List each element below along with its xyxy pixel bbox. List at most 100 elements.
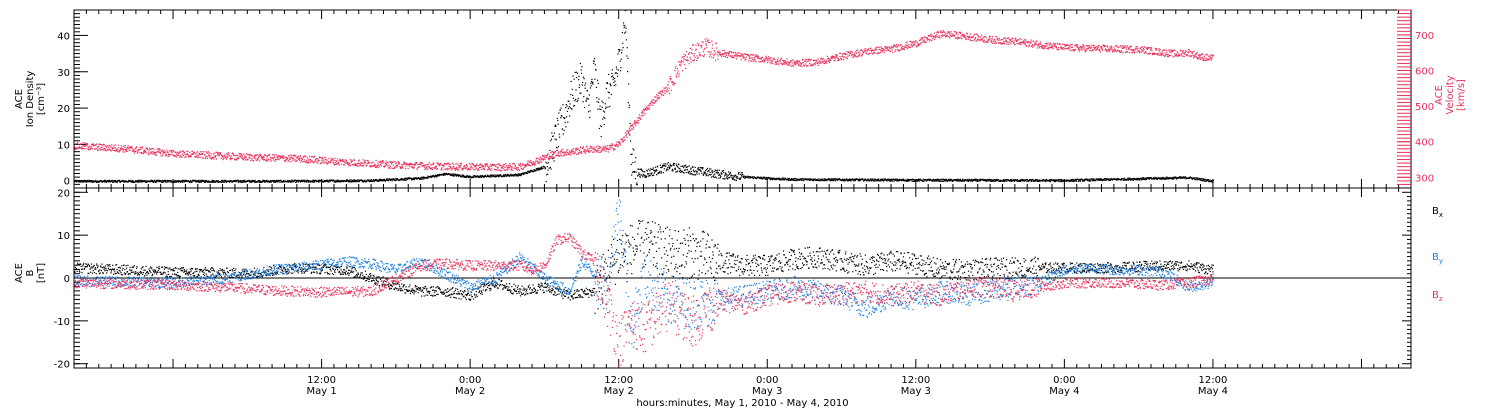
series-density-point: [1179, 176, 1181, 178]
series-density-point: [547, 173, 549, 175]
series-velocity-point: [530, 161, 533, 163]
series-density-point: [778, 177, 780, 180]
series-density-point: [771, 177, 773, 180]
series-density-point: [814, 179, 816, 181]
series-density-point: [667, 161, 670, 164]
series-density-point: [717, 172, 719, 175]
series-density-point: [1095, 179, 1097, 182]
series-velocity-point: [253, 156, 255, 158]
series-velocity-point: [321, 156, 323, 159]
series-density-point: [602, 118, 604, 120]
series-velocity-point: [106, 146, 108, 148]
series-velocity-point: [425, 164, 427, 166]
series-density-point: [965, 179, 967, 181]
series-velocity-point: [405, 163, 407, 165]
series-velocity-point: [350, 161, 352, 164]
series-velocity-point: [398, 162, 400, 164]
series-velocity-point: [117, 144, 120, 146]
series-density-point: [361, 179, 363, 181]
series-density-point: [320, 180, 322, 182]
series-density-point: [674, 168, 676, 170]
series-velocity-point: [464, 164, 466, 167]
series-density-point: [311, 181, 313, 183]
series-density-point: [790, 178, 792, 181]
series-density-point: [571, 88, 573, 90]
series-density-point: [104, 179, 106, 181]
series-density-point: [185, 180, 187, 182]
series-density-point: [245, 180, 248, 183]
series-velocity-point: [97, 149, 99, 152]
series-density-point: [310, 181, 312, 183]
series-density-point: [517, 174, 519, 177]
series-density-point: [975, 180, 977, 182]
series-density-point: [950, 178, 952, 180]
series-density-point: [1018, 180, 1021, 182]
series-density-point: [164, 179, 167, 182]
series-density-point: [900, 178, 902, 181]
series-density-point: [791, 178, 794, 180]
series-density-point: [648, 173, 650, 175]
series-density-point: [556, 117, 559, 119]
series-density-point: [226, 181, 228, 183]
series-velocity-point: [519, 164, 521, 166]
series-density-point: [691, 173, 693, 176]
series-density-point: [208, 180, 210, 182]
series-velocity-point: [357, 160, 359, 162]
series-velocity-point: [301, 157, 303, 159]
series-density-point: [949, 180, 951, 182]
series-density-point: [615, 72, 617, 74]
series-velocity-point: [101, 146, 103, 148]
series-density-point: [478, 176, 481, 178]
series-density-point: [358, 180, 360, 182]
series-density-point: [337, 179, 339, 181]
series-density-point: [472, 175, 475, 177]
series-density-point: [595, 86, 598, 89]
series-density-point: [1204, 179, 1206, 181]
series-velocity-point: [274, 157, 276, 159]
series-density-point: [137, 179, 139, 182]
series-velocity-point: [460, 162, 463, 164]
series-velocity-point: [117, 148, 119, 150]
series-density-point: [663, 163, 665, 165]
series-density-point: [772, 177, 774, 179]
series-density-point: [782, 177, 784, 179]
series-density-point: [1003, 179, 1006, 181]
series-velocity-point: [348, 162, 350, 164]
series-density-point: [880, 180, 882, 182]
series-density-point: [821, 178, 823, 180]
series-density-point: [366, 180, 368, 182]
series-velocity-point: [496, 166, 498, 168]
series-density-point: [569, 115, 571, 117]
series-velocity-point: [279, 156, 281, 159]
series-density-point: [574, 100, 576, 102]
series-velocity-point: [540, 161, 543, 163]
series-velocity-point: [447, 162, 450, 164]
series-density-point: [567, 100, 569, 102]
series-density-point: [633, 171, 635, 174]
series-velocity-point: [344, 162, 346, 164]
series-density-point: [1057, 179, 1059, 181]
series-velocity-point: [348, 162, 351, 164]
series-velocity-point: [202, 151, 204, 153]
series-density-point: [693, 174, 695, 176]
series-velocity-point: [176, 153, 178, 155]
series-density-point: [1075, 179, 1077, 181]
series-density-point: [1021, 179, 1023, 182]
series-velocity-point: [322, 160, 324, 162]
series-velocity-point: [533, 162, 535, 164]
series-velocity-point: [453, 167, 456, 170]
series-velocity-point: [488, 168, 491, 170]
series-velocity-point: [343, 161, 345, 163]
series-velocity-point: [112, 147, 115, 149]
series-velocity-point: [190, 154, 192, 156]
series-velocity-point: [466, 168, 468, 170]
series-density-point: [598, 101, 600, 103]
series-density-point: [925, 179, 927, 181]
series-density-point: [728, 173, 730, 175]
series-velocity-point: [161, 149, 163, 151]
series-velocity-point: [549, 155, 551, 157]
series-velocity-point: [551, 156, 553, 158]
series-density-point: [1137, 177, 1139, 180]
series-velocity-point: [515, 168, 517, 170]
series-density-point: [181, 180, 183, 183]
